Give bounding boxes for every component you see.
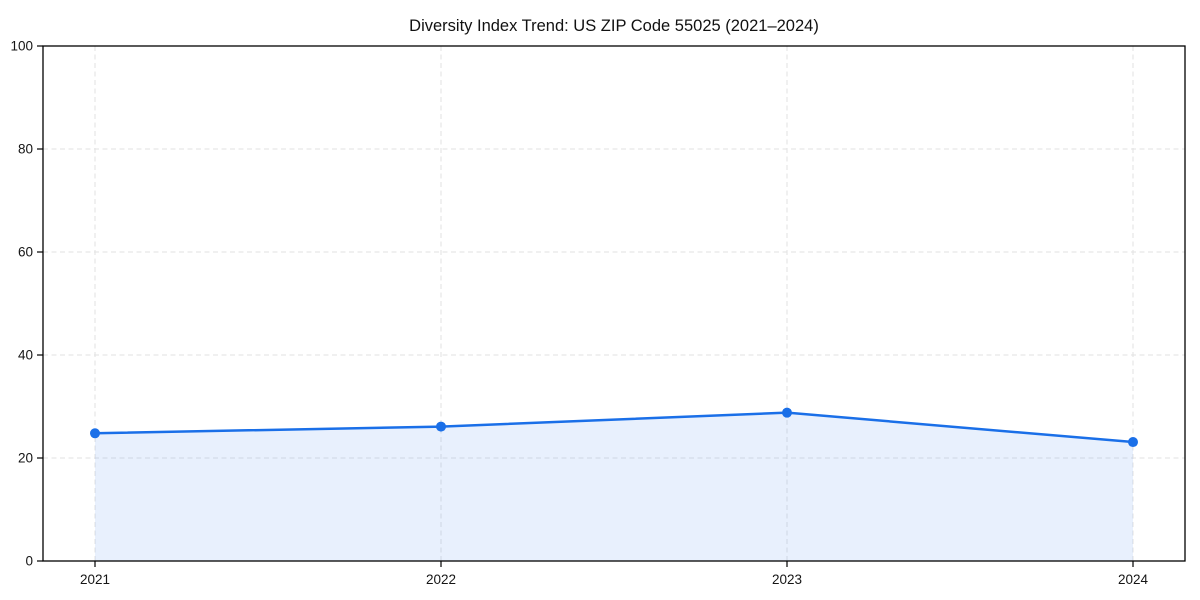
x-tick-label: 2023	[772, 572, 802, 587]
y-tick-label: 20	[18, 451, 33, 466]
x-tick-label: 2022	[426, 572, 456, 587]
y-tick-label: 80	[18, 142, 33, 157]
data-point	[436, 421, 446, 432]
y-tick-label: 60	[18, 245, 33, 260]
y-tick-label: 100	[10, 39, 33, 54]
data-point	[90, 428, 100, 439]
x-tick-label: 2021	[80, 572, 110, 587]
plot-border	[42, 45, 1186, 562]
chart-title: Diversity Index Trend: US ZIP Code 55025…	[409, 17, 819, 35]
data-point	[1128, 437, 1138, 448]
data-point	[782, 407, 792, 418]
y-tick-label: 0	[25, 554, 33, 569]
x-tick-label: 2024	[1118, 572, 1149, 587]
area-fill	[95, 412, 1133, 561]
trend-line	[94, 411, 1134, 444]
y-tick-label: 40	[18, 348, 33, 363]
